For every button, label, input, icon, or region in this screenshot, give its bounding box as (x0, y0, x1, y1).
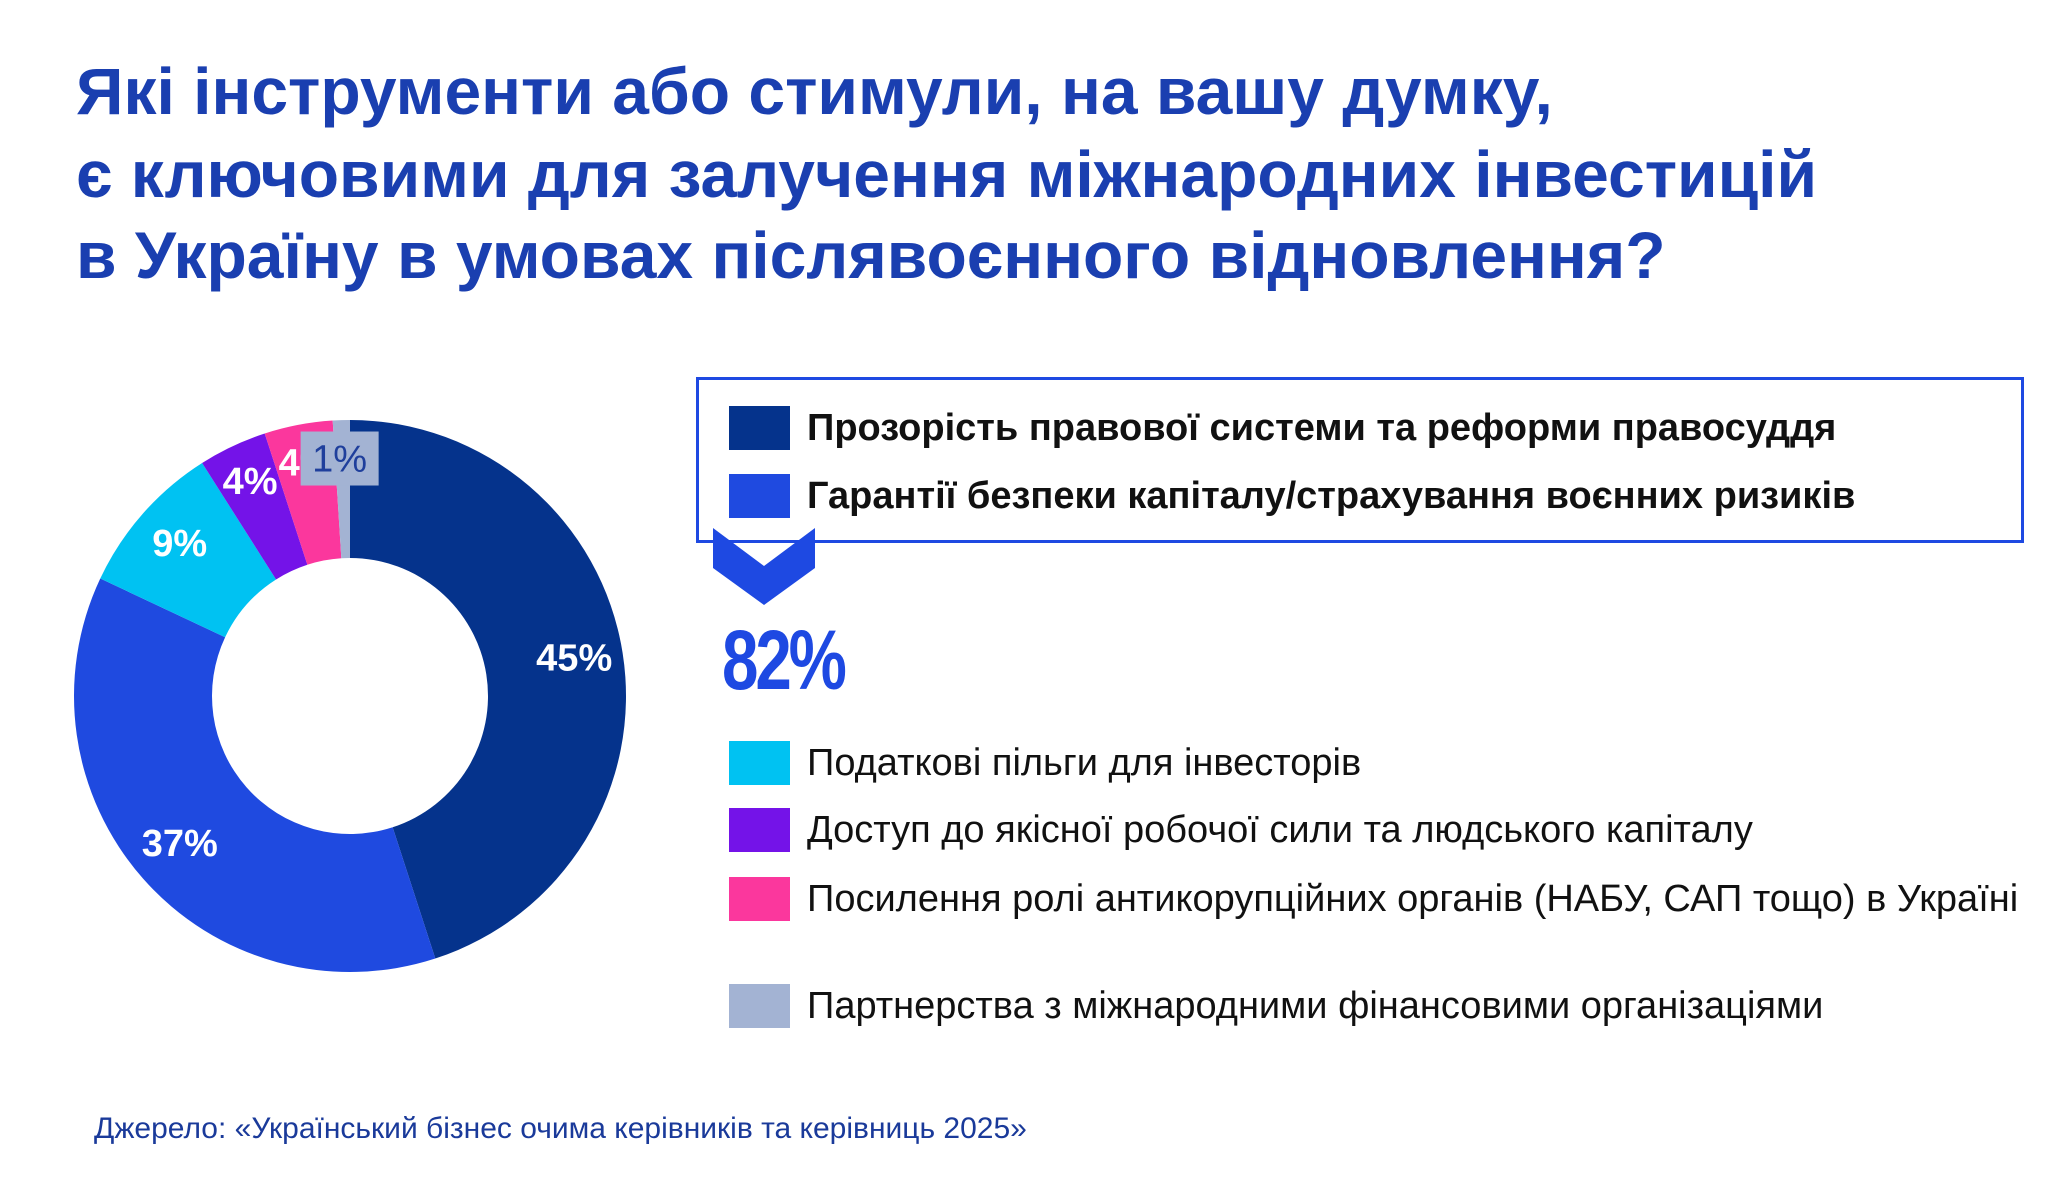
legend-swatch (729, 984, 790, 1028)
legend-label: Партнерства з міжнародними фінансовими о… (807, 985, 1824, 1027)
legend-label: Доступ до якісної робочої сили та людськ… (807, 809, 1753, 851)
label-bg (300, 431, 379, 486)
legend-swatch (729, 808, 790, 852)
legend-box (696, 377, 2024, 543)
legend-swatch (729, 406, 790, 450)
donut-slice (350, 420, 627, 959)
legend-swatch (729, 877, 790, 921)
data-label: 45% (536, 638, 612, 680)
donut-slice (202, 433, 308, 580)
donut-slice (100, 462, 277, 638)
donut-slice (73, 578, 436, 972)
title-line: в Україну в умовах післявоєнного відновл… (76, 218, 1666, 292)
arrow (713, 528, 815, 605)
data-label: 9% (152, 523, 207, 565)
legend-label: Посилення ролі антикорупційних органів (… (807, 878, 2019, 920)
legend-label: Гарантії безпеки капіталу/страхування во… (807, 475, 1856, 517)
data-label: 37% (142, 823, 218, 865)
title-line: Які інструменти або стимули, на вашу дум… (76, 54, 1553, 128)
title-line: є ключовими для залучення міжнародних ін… (76, 137, 1818, 211)
legend-swatch (729, 474, 790, 518)
callout: 82% (722, 613, 847, 707)
legend-swatch (729, 741, 790, 785)
source: Джерело: «Український бізнес очима керів… (94, 1112, 1027, 1145)
data-label: 4% (223, 461, 278, 503)
legend-label: Прозорість правової системи та реформи п… (807, 407, 1837, 449)
data-label: 1% (312, 439, 367, 481)
legend-label: Податкові пільги для інвесторів (807, 742, 1362, 784)
